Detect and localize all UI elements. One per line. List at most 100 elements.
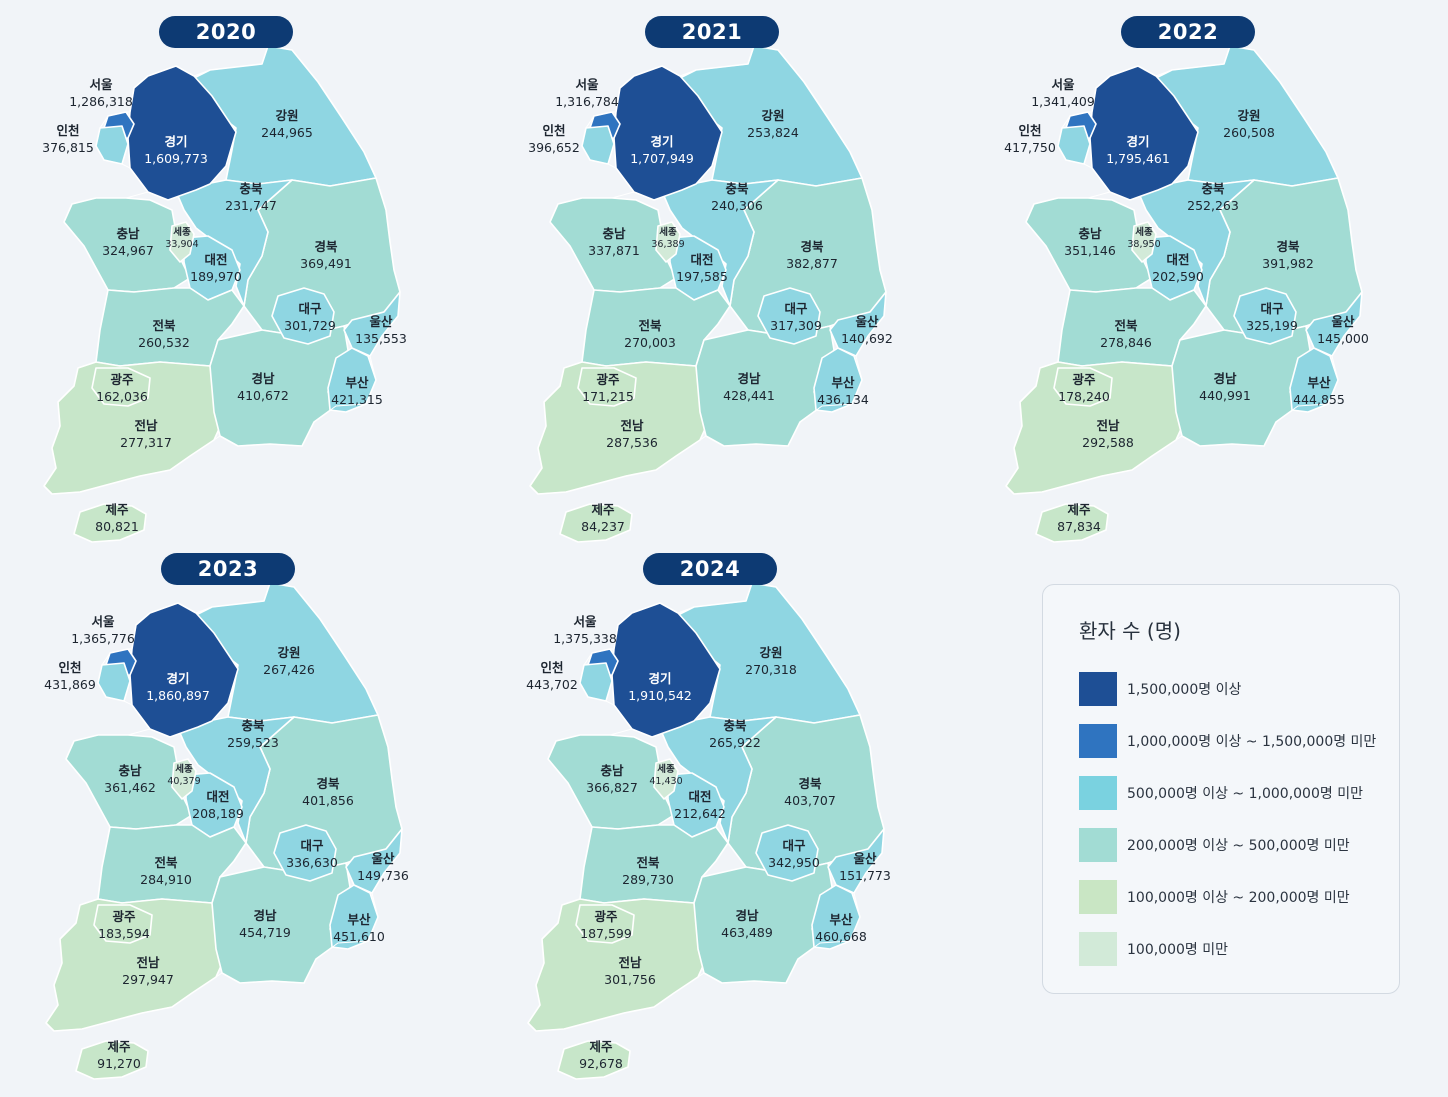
region-name: 광주 [594,909,618,924]
region-value: 454,719 [239,925,291,940]
region-value: 289,730 [622,872,674,887]
region-name: 세종 [657,764,675,775]
region-label-jeonnam: 전남 287,536 [606,417,658,451]
region-value: 270,318 [745,662,797,677]
region-value: 417,750 [1004,140,1056,155]
region-label-jeonbuk: 전북 284,910 [140,854,192,888]
legend-swatch [1079,724,1117,758]
legend-swatch [1079,672,1117,706]
region-label-chungnam: 충남 337,871 [588,225,640,259]
region-value: 463,489 [721,925,773,940]
region-name: 대구 [784,301,808,316]
region-label-chungnam: 충남 351,146 [1064,225,1116,259]
region-value: 212,642 [674,806,726,821]
region-name: 세종 [659,227,677,238]
region-name: 충북 [1201,181,1225,196]
region-value: 151,773 [839,868,891,883]
region-name: 충북 [723,718,747,733]
region-value: 1,910,542 [628,688,692,703]
region-name: 서울 [91,614,115,629]
region-name: 서울 [575,77,599,92]
region-value: 287,536 [606,435,658,450]
region-name: 제주 [107,1039,131,1054]
region-name: 제주 [591,502,615,517]
legend-item-1000k: 1,000,000명 이상 ~ 1,500,000명 미만 [1079,723,1376,759]
region-value: 1,316,784 [555,94,619,109]
region-gwangju [93,904,153,944]
region-name: 경기 [650,134,674,149]
legend-label: 100,000명 미만 [1127,942,1228,958]
region-label-gwangju: 광주 187,599 [580,908,632,942]
region-value: 33,904 [165,239,199,250]
region-label-ulsan: 울산 149,736 [357,850,409,884]
region-value: 421,315 [331,392,383,407]
region-label-seoul: 서울 1,316,784 [555,76,619,110]
region-incheon [95,125,129,165]
region-name: 경기 [1126,134,1150,149]
region-label-jeonbuk: 전북 289,730 [622,854,674,888]
region-label-daejeon: 대전 202,590 [1152,251,1204,285]
region-name: 대전 [1166,252,1190,267]
region-value: 444,855 [1293,392,1345,407]
region-value: 240,306 [711,198,763,213]
region-jeju [1035,503,1109,543]
region-name: 강원 [761,108,785,123]
region-label-jeju: 제주 84,237 [581,501,625,535]
region-jeju [75,1040,149,1080]
region-label-chungbuk: 충북 231,747 [225,180,277,214]
region-jeju [559,503,633,543]
legend-swatch [1079,932,1117,966]
region-value: 361,462 [104,780,156,795]
region-value: 351,146 [1064,243,1116,258]
region-name: 울산 [1331,314,1355,329]
year-badge: 2021 [645,16,779,48]
region-label-jeju: 제주 92,678 [579,1038,623,1072]
region-name: 대전 [688,789,712,804]
region-name: 인천 [56,123,80,138]
korea-map [43,45,401,543]
region-name: 경남 [737,371,761,386]
region-name: 부산 [831,375,855,390]
region-label-jeju: 제주 80,821 [95,501,139,535]
region-name: 경북 [798,776,822,791]
region-label-ulsan: 울산 151,773 [839,850,891,884]
region-value: 80,821 [95,519,139,534]
region-name: 전북 [638,318,662,333]
region-value: 252,263 [1187,198,1239,213]
region-value: 428,441 [723,388,775,403]
region-sejong [653,758,679,800]
region-value: 259,523 [227,735,279,750]
region-label-incheon: 인천 396,652 [528,122,580,156]
region-name: 광주 [112,909,136,924]
region-label-chungbuk: 충북 240,306 [711,180,763,214]
region-label-busan: 부산 436,134 [817,374,869,408]
region-value: 84,237 [581,519,625,534]
region-label-jeju: 제주 87,834 [1057,501,1101,535]
map-panel-2: 2022 서울 1,341,409 인천 417,750 경기 1,795,461 강원 260… [962,0,1442,543]
region-value: 278,846 [1100,335,1152,350]
region-label-chungbuk: 충북 259,523 [227,717,279,751]
region-label-gyeongnam: 경남 440,991 [1199,370,1251,404]
region-value: 183,594 [98,926,150,941]
region-label-daejeon: 대전 197,585 [676,251,728,285]
region-daegu [273,824,337,882]
region-label-gwangju: 광주 162,036 [96,371,148,405]
region-name: 광주 [110,372,134,387]
region-name: 광주 [1072,372,1096,387]
coast-outline [45,582,403,1032]
region-name: 세종 [173,227,191,238]
region-label-daegu: 대구 336,630 [286,837,338,871]
region-name: 대구 [1260,301,1284,316]
region-name: 경남 [735,908,759,923]
region-value: 270,003 [624,335,676,350]
year-badge: 2020 [159,16,293,48]
region-name: 대전 [204,252,228,267]
region-label-sejong: 세종 41,430 [649,764,682,788]
region-value: 267,426 [263,662,315,677]
region-value: 87,834 [1057,519,1101,534]
region-name: 강원 [1237,108,1261,123]
region-value: 149,736 [357,868,409,883]
region-value: 244,965 [261,125,313,140]
region-name: 제주 [105,502,129,517]
region-name: 울산 [369,314,393,329]
